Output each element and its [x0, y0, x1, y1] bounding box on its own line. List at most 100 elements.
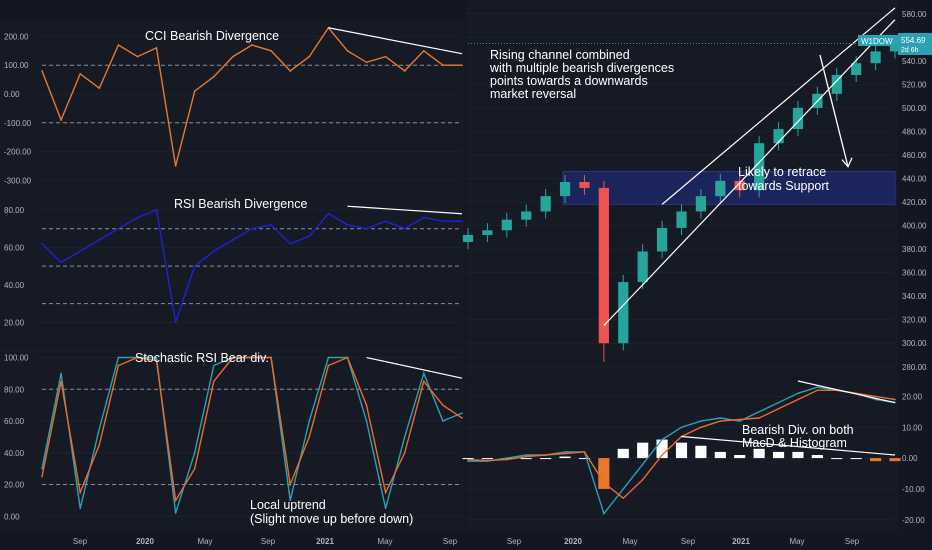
signal-line-point [583, 451, 586, 453]
signal-line-point [486, 459, 489, 462]
stoch-k-line-point [308, 420, 311, 422]
rsi-series-line-point [327, 212, 330, 215]
price-annotation-line3: points towards a downwards [490, 74, 648, 88]
macd-histogram-bar [598, 458, 610, 489]
stoch-d-line-point [98, 444, 101, 446]
price-y-tick-label: 380.00 [902, 245, 927, 254]
rsi-series-line-point [213, 250, 215, 252]
rsi-series-line-point [79, 250, 81, 252]
cci-series-line-point [213, 75, 215, 78]
price-candle [889, 43, 901, 52]
price-candle [773, 129, 784, 144]
macd-histogram-bar [462, 458, 474, 460]
stoch-d-line-point [251, 356, 253, 359]
price-y-tick-label: 300.00 [902, 339, 927, 348]
stoch-rsi-chart: 100.00 80.00 60.00 40.00 20.00 0.00 [4, 354, 463, 521]
price-annotation-line1: Rising channel combined [490, 48, 630, 62]
rsi-y-tick-label: 80.00 [4, 206, 25, 215]
macd-y-tick-label: -10.00 [902, 485, 925, 494]
signal-line-point [603, 481, 605, 484]
stoch-y-tick-label: 80.00 [4, 385, 25, 394]
x-tick-label-right: May [789, 537, 804, 546]
macd-histogram-bar [753, 448, 765, 459]
stoch-y-tick-label: 40.00 [4, 449, 25, 458]
price-tag-value: 554.69 [901, 36, 926, 45]
rsi-y-tick-label: 20.00 [4, 318, 25, 327]
stoch-annotation-line1: Local uptrend [250, 498, 326, 512]
stoch-k-line-point [384, 507, 387, 510]
rsi-series-line-point [442, 220, 444, 223]
macd-annotation-line1: Bearish Div. on both [742, 423, 854, 437]
x-tick-label-left: 2021 [316, 537, 334, 546]
stoch-annotation-line2: (Slight move up before down) [250, 512, 413, 526]
stoch-d-line-point [346, 356, 349, 359]
price-y-tick-label: 440.00 [902, 174, 927, 183]
stoch-d-line-point [117, 364, 120, 367]
macd-line-point [661, 438, 663, 441]
cci-series-line-point [136, 55, 139, 58]
rsi-series-line-point [346, 224, 349, 226]
cci-series-line-point [403, 70, 406, 72]
price-candle [831, 74, 842, 94]
price-annotation-line2: with multiple bearish divergences [489, 61, 674, 75]
retrace-arrow-head [841, 157, 853, 168]
stoch-d-line-point [365, 404, 368, 406]
cci-series-line-point [79, 73, 81, 75]
rsi-series-line-point [365, 227, 368, 230]
signal-line-point [467, 458, 469, 461]
price-y-tick-label: 460.00 [902, 151, 927, 160]
stoch-k-line-point [41, 467, 43, 470]
stoch-y-tick-label: 60.00 [4, 417, 25, 426]
price-candle [695, 196, 707, 212]
price-y-tick-label: 340.00 [902, 292, 927, 301]
price-tag-symbol-bg [858, 35, 898, 46]
stoch-y-tick-label: 100.00 [4, 354, 29, 363]
stoch-d-line-point [60, 380, 62, 383]
price-candle [676, 211, 687, 228]
price-y-tick-label: 580.00 [902, 10, 927, 19]
stoch-k-line-point [98, 428, 101, 430]
macd-histogram-bar [540, 458, 552, 460]
stoch-d-line-point [327, 364, 330, 367]
rsi-chart: 80.00 60.00 40.00 20.00 [4, 205, 463, 327]
stoch-k-line-point [403, 436, 406, 438]
macd-line-point [777, 401, 780, 404]
stoch-k-line-point [193, 451, 196, 454]
cci-y-tick-label: -200.00 [4, 148, 32, 157]
macd-y-tick-label: 20.00 [902, 392, 923, 401]
stoch-y-tick-label: 0.00 [4, 512, 20, 521]
cci-series-line-point [365, 61, 368, 64]
macd-y-tick-label: 10.00 [902, 423, 923, 432]
macd-line-point [506, 457, 508, 459]
cci-series-line-point [232, 55, 234, 58]
x-tick-label-right: 2021 [732, 537, 750, 546]
stoch-k-line-point [117, 356, 120, 359]
macd-histogram-bar [481, 458, 493, 460]
cci-series-line-point [423, 49, 425, 52]
price-candle [637, 251, 648, 283]
rsi-series-line-point [384, 220, 387, 223]
rsi-series-line-point [117, 227, 120, 230]
rsi-series-line-point [270, 224, 272, 226]
macd-line-point [622, 488, 625, 490]
cci-series-line-point [384, 55, 387, 58]
cci-series-line-point [270, 49, 272, 52]
signal-line-point [506, 458, 508, 461]
stoch-d-line-point [289, 483, 291, 486]
macd-histogram-bar [772, 451, 785, 459]
stoch-d-line-point [136, 356, 139, 359]
cci-series-line-point [117, 44, 120, 46]
price-candle [598, 187, 609, 344]
macd-line-point [564, 451, 566, 453]
price-tag-value-bg [898, 33, 932, 55]
macd-line-point [816, 386, 819, 388]
stoch-k-line-point [213, 364, 215, 367]
support-annotation-line2: towards Support [738, 179, 830, 193]
stoch-d-line-point [79, 491, 81, 494]
macd-line-point [874, 398, 877, 401]
cci-series-line-point [193, 90, 196, 92]
rsi-series-line-point [60, 261, 62, 264]
stoch-d-line-point [442, 404, 444, 406]
cci-title: CCI Bearish Divergence [145, 29, 279, 43]
macd-chart: 20.00 10.00 0.00 -10.00 -20.00 [462, 380, 925, 525]
